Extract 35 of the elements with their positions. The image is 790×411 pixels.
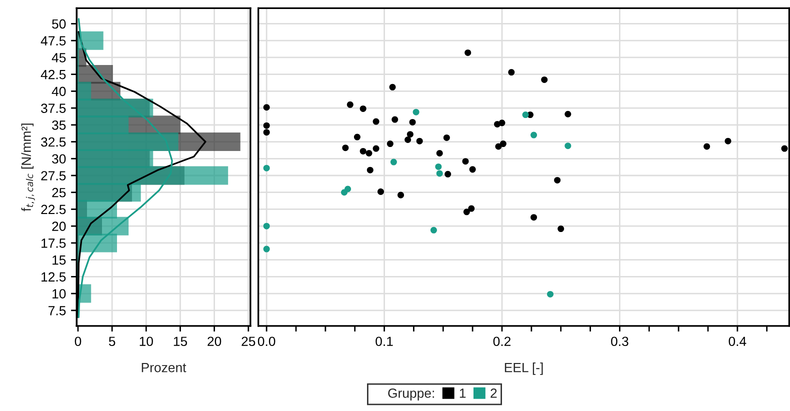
y-tick-label: 15 (52, 256, 66, 265)
y-tick-label: 45 (52, 53, 66, 62)
x-tick-label: 0.4 (728, 336, 746, 346)
y-tick-label: 7.5 (48, 306, 66, 316)
y-tick-label: 27.5 (41, 171, 66, 180)
y-tick-label: 40 (52, 86, 66, 96)
y-tick-label: 32.5 (41, 137, 66, 147)
y-tick-label: 42.5 (40, 70, 66, 80)
x-tick-label: 0.2 (493, 336, 511, 346)
x-tick-label: 10 (140, 336, 153, 346)
legend-title: Gruppe: (388, 388, 434, 400)
x-tick-label: 15 (174, 336, 188, 346)
y-tick-label: 10 (52, 289, 66, 298)
y-tick-label: 22.5 (41, 204, 66, 214)
x-axis-title: Prozent (142, 363, 186, 372)
legend-label: 1 (460, 388, 466, 398)
x-tick-label: 0.1 (376, 336, 393, 346)
x-axis-title: EEL [-] (504, 362, 543, 375)
y-axis-title: f$_{t,j,calc}$ [N/mm²] (21, 124, 35, 212)
y-tick-label: 30 (52, 154, 66, 164)
x-tick-label: 20 (208, 336, 222, 346)
y-tick-label: 17.5 (42, 238, 66, 248)
y-tick-label: 12.5 (42, 272, 66, 282)
x-tick-label: 0.3 (611, 336, 628, 346)
x-tick-label: 25 (242, 336, 256, 346)
y-tick-label: 50 (52, 19, 66, 29)
x-tick-label: 5 (108, 336, 116, 346)
legend-label: 2 (490, 388, 497, 398)
x-tick-label: 0.0 (258, 336, 276, 346)
y-tick-label: 47.5 (40, 36, 66, 46)
y-tick-label: 25 (52, 188, 66, 198)
y-tick-label: 37.5 (41, 104, 66, 113)
x-tick-label: 0 (74, 336, 82, 346)
y-tick-label: 35 (52, 120, 66, 130)
y-tick-label: 20 (52, 222, 66, 232)
